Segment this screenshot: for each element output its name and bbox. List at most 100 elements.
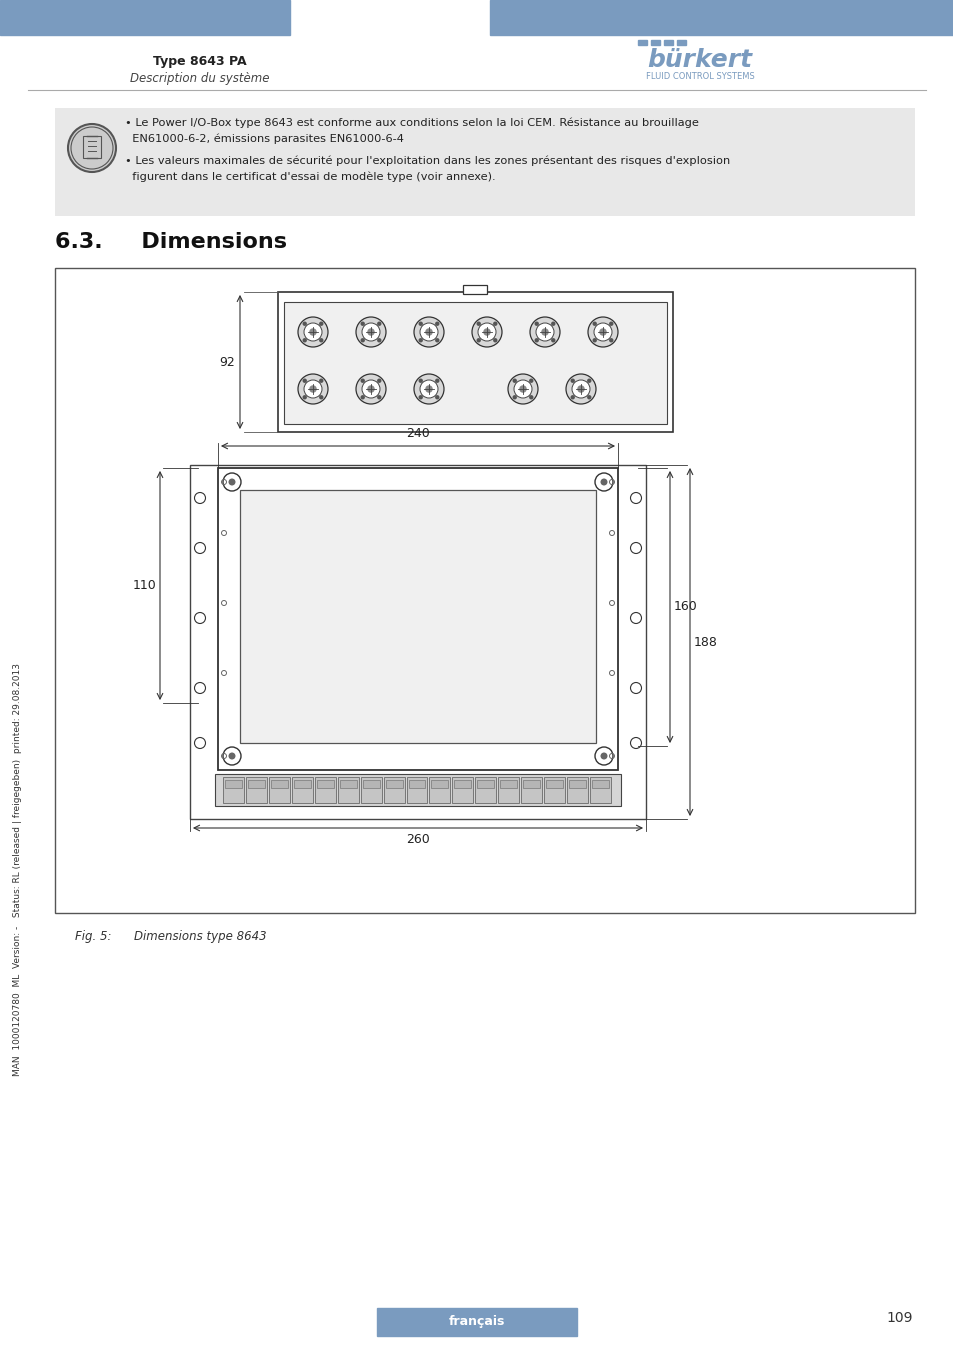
Bar — [452, 778, 473, 803]
Circle shape — [361, 379, 379, 398]
Bar — [499, 780, 517, 788]
Bar — [277, 292, 672, 432]
Circle shape — [534, 321, 538, 325]
Bar — [592, 780, 608, 788]
Circle shape — [599, 478, 607, 486]
Text: Fig. 5:      Dimensions type 8643: Fig. 5: Dimensions type 8643 — [75, 930, 266, 944]
Bar — [566, 778, 587, 803]
Bar — [406, 778, 427, 803]
Circle shape — [302, 338, 307, 343]
Circle shape — [302, 321, 307, 325]
Text: 6.3.     Dimensions: 6.3. Dimensions — [55, 232, 287, 252]
Bar — [546, 780, 562, 788]
Circle shape — [630, 543, 640, 554]
Bar — [408, 780, 425, 788]
Bar — [385, 780, 402, 788]
Bar — [360, 778, 381, 803]
Circle shape — [309, 385, 316, 393]
Circle shape — [194, 613, 205, 624]
Text: 110: 110 — [132, 579, 156, 593]
Text: 160: 160 — [673, 601, 697, 613]
Circle shape — [595, 747, 613, 765]
Circle shape — [360, 338, 365, 343]
Circle shape — [318, 378, 323, 383]
Circle shape — [425, 328, 433, 336]
Circle shape — [630, 683, 640, 694]
Circle shape — [534, 338, 538, 343]
Circle shape — [435, 396, 439, 400]
Circle shape — [68, 124, 116, 171]
Bar — [314, 778, 335, 803]
Bar — [214, 774, 620, 806]
Circle shape — [304, 323, 322, 342]
Text: Type 8643 PA: Type 8643 PA — [153, 55, 247, 68]
Bar — [362, 780, 379, 788]
Text: • Les valeurs maximales de sécurité pour l'exploitation dans les zones présentan: • Les valeurs maximales de sécurité pour… — [125, 155, 729, 166]
Text: EN61000-6-2, émissions parasites EN61000-6-4: EN61000-6-2, émissions parasites EN61000… — [125, 134, 403, 144]
Circle shape — [518, 385, 526, 393]
Bar — [284, 302, 666, 424]
Circle shape — [592, 321, 597, 325]
Bar — [490, 0, 953, 35]
Circle shape — [540, 328, 548, 336]
Circle shape — [586, 378, 591, 383]
Circle shape — [586, 396, 591, 400]
Circle shape — [418, 338, 422, 343]
Circle shape — [565, 374, 596, 404]
Bar — [55, 269, 914, 913]
Bar — [663, 40, 672, 45]
Text: • Le Power I/O-Box type 8643 est conforme aux conditions selon la loi CEM. Résis: • Le Power I/O-Box type 8643 est conform… — [125, 117, 699, 128]
Circle shape — [483, 328, 490, 336]
Circle shape — [598, 328, 606, 336]
Circle shape — [592, 338, 597, 343]
Circle shape — [551, 321, 555, 325]
Circle shape — [577, 385, 584, 393]
Bar — [677, 40, 685, 45]
Circle shape — [512, 396, 517, 400]
Circle shape — [514, 379, 532, 398]
Circle shape — [419, 323, 437, 342]
Bar — [83, 136, 101, 158]
Circle shape — [360, 321, 365, 325]
Circle shape — [194, 683, 205, 694]
Bar — [431, 780, 448, 788]
Circle shape — [418, 396, 422, 400]
Bar — [271, 780, 288, 788]
Bar — [650, 40, 659, 45]
Circle shape — [367, 385, 375, 393]
Circle shape — [570, 378, 575, 383]
Circle shape — [355, 317, 386, 347]
Circle shape — [608, 338, 613, 343]
Bar — [497, 778, 518, 803]
Circle shape — [376, 338, 381, 343]
Circle shape — [435, 321, 439, 325]
Circle shape — [493, 321, 497, 325]
Bar — [0, 0, 290, 35]
Circle shape — [360, 396, 365, 400]
Circle shape — [414, 374, 443, 404]
Circle shape — [376, 321, 381, 325]
Circle shape — [425, 385, 433, 393]
Circle shape — [361, 323, 379, 342]
Bar — [225, 780, 242, 788]
Circle shape — [536, 323, 554, 342]
Circle shape — [594, 323, 612, 342]
Circle shape — [530, 317, 559, 347]
Text: français: français — [448, 1315, 505, 1328]
Bar — [292, 778, 313, 803]
Bar — [248, 780, 265, 788]
Bar — [218, 468, 618, 770]
Circle shape — [512, 378, 517, 383]
Circle shape — [318, 396, 323, 400]
Circle shape — [302, 396, 307, 400]
Circle shape — [477, 323, 496, 342]
Circle shape — [630, 613, 640, 624]
Circle shape — [630, 493, 640, 504]
Circle shape — [570, 396, 575, 400]
Bar — [383, 778, 404, 803]
Bar — [339, 780, 356, 788]
Circle shape — [367, 328, 375, 336]
Circle shape — [302, 378, 307, 383]
Circle shape — [376, 378, 381, 383]
Circle shape — [476, 321, 480, 325]
